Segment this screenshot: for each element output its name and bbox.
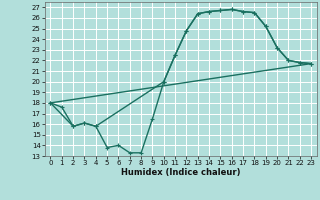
X-axis label: Humidex (Indice chaleur): Humidex (Indice chaleur)	[121, 168, 241, 177]
